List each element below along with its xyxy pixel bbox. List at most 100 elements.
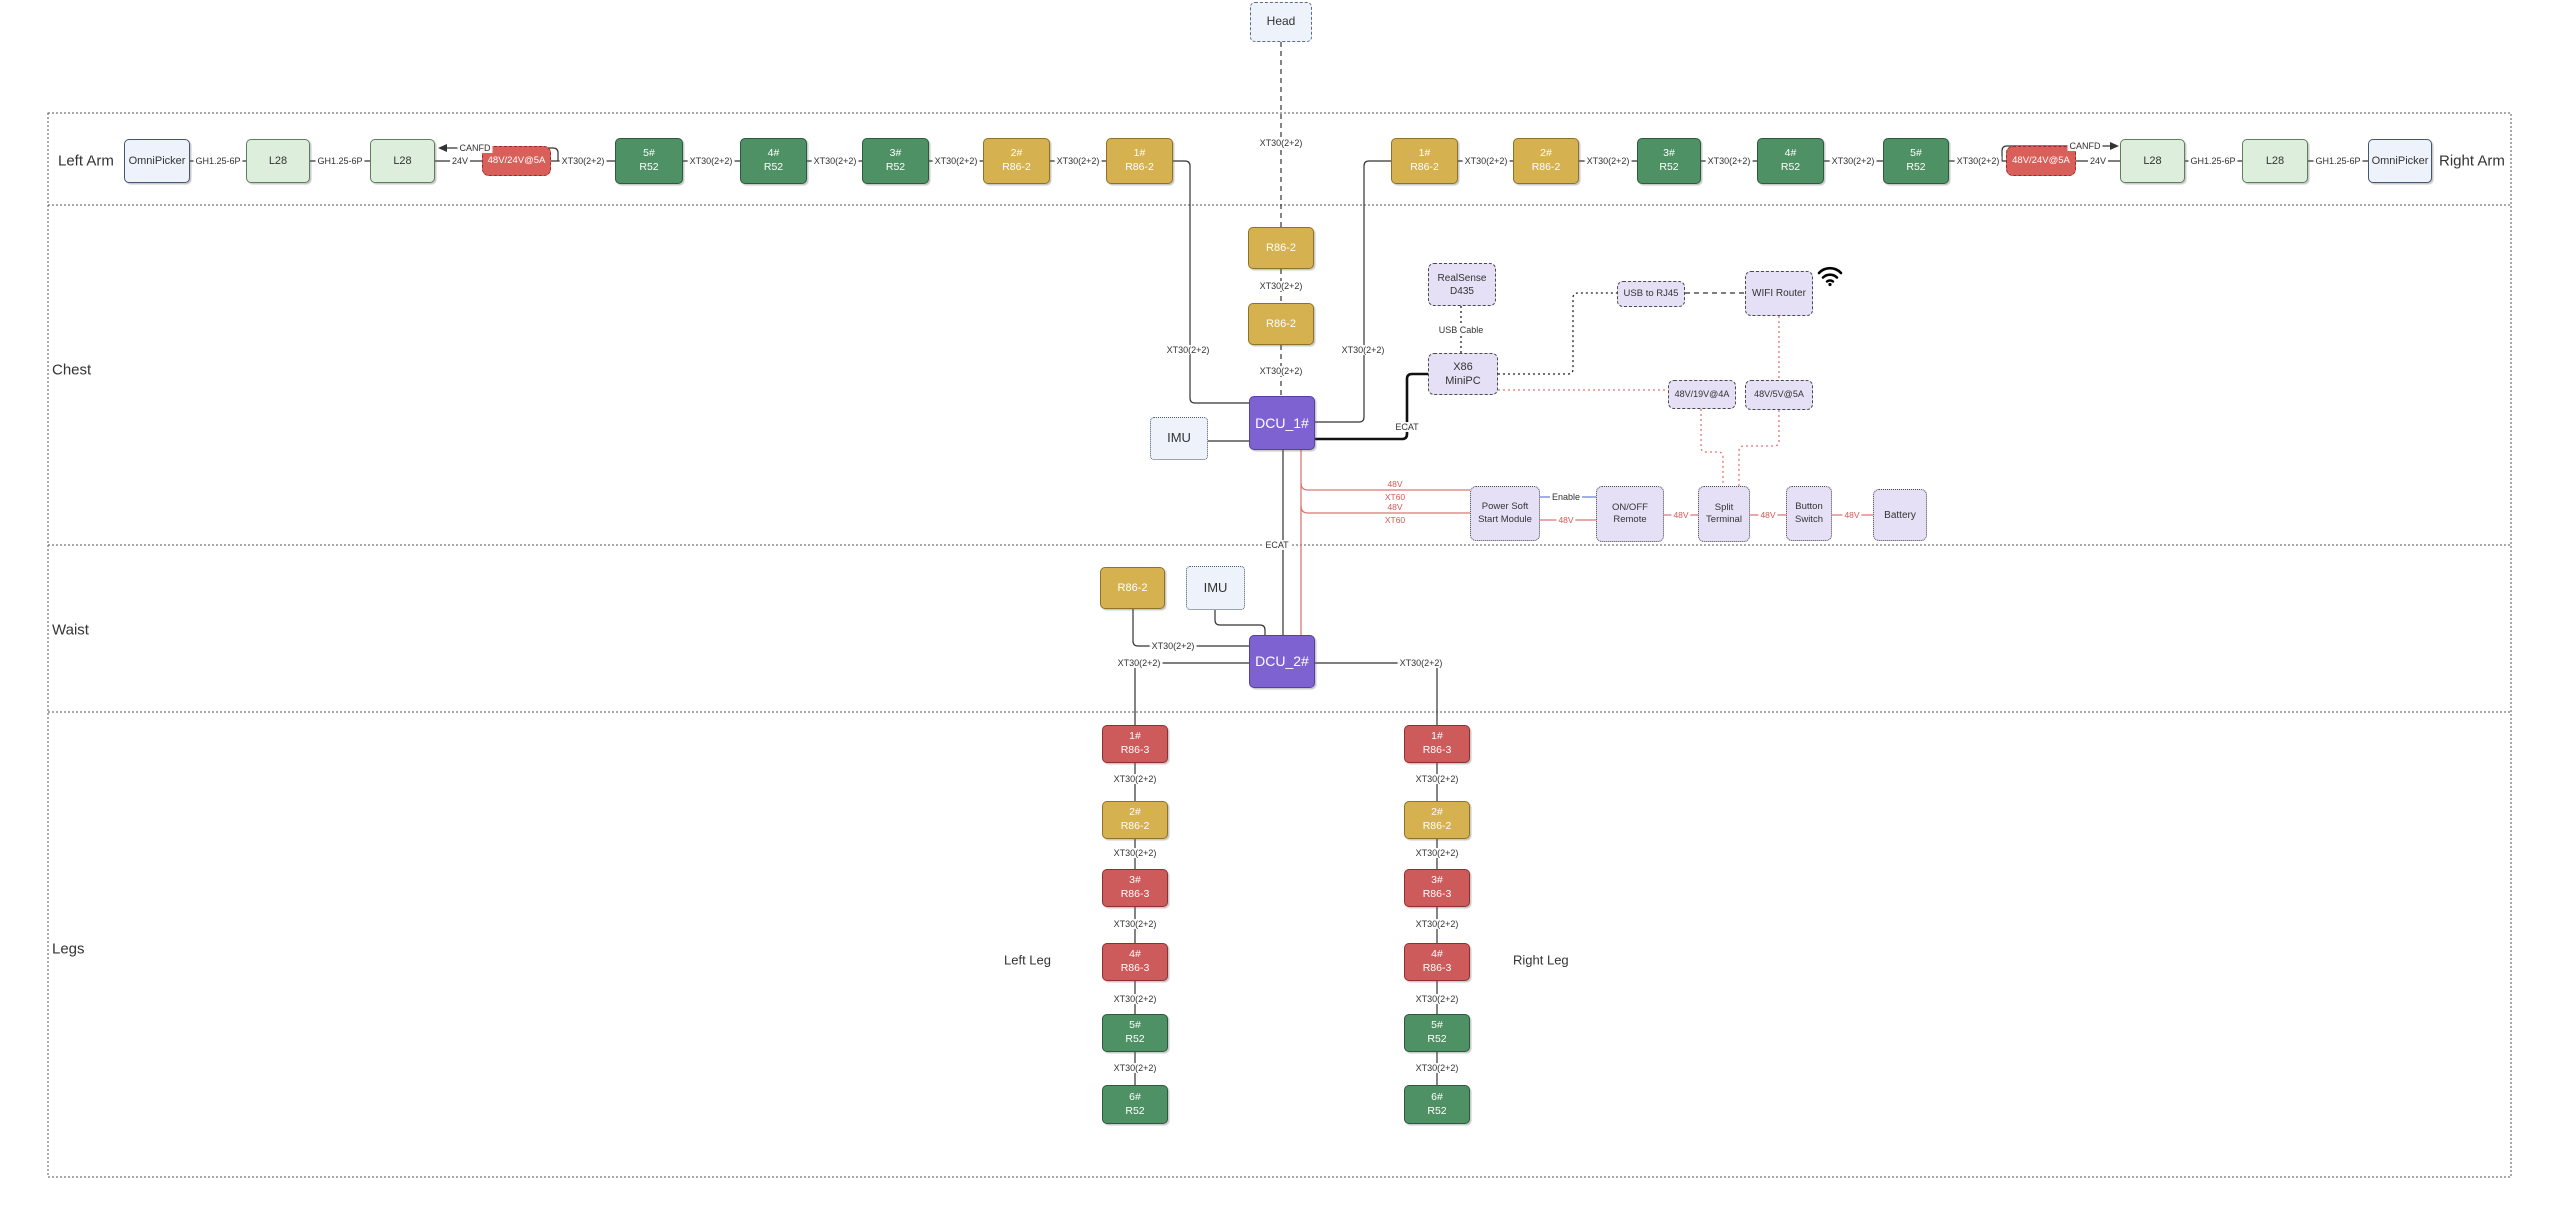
node-left-omnipicker: OmniPicker — [124, 139, 190, 183]
node-split-terminal: Split Terminal — [1698, 486, 1750, 542]
edge-label: XT30(2+2) — [1829, 156, 1877, 166]
edge-label: XT30(2+2) — [1257, 281, 1305, 291]
node-dcu1: DCU_1# — [1249, 396, 1315, 450]
node-left-leg-joint-3: 3# R86-3 — [1102, 869, 1168, 907]
section-label-left-arm: Left Arm — [58, 152, 114, 170]
node-right-leg-joint-5: 5# R52 — [1404, 1014, 1470, 1052]
label-left-leg: Left Leg — [1004, 952, 1051, 968]
edge-label: XT30(2+2) — [1397, 658, 1445, 668]
node-realsense-d435: RealSense D435 — [1428, 263, 1496, 306]
node-conv-48v-5v: 48V/5V@5A — [1745, 380, 1813, 410]
node-right-joint-2: 2# R86-2 — [1513, 138, 1579, 184]
edge-label: XT30(2+2) — [1584, 156, 1632, 166]
node-right-joint-5: 5# R52 — [1883, 138, 1949, 184]
node-left-leg-joint-5: 5# R52 — [1102, 1014, 1168, 1052]
node-left-leg-joint-4: 4# R86-3 — [1102, 943, 1168, 981]
node-left-joint-2: 2# R86-2 — [983, 138, 1050, 184]
right-arm-to-dcu1-line — [1314, 160, 1391, 423]
dcu2-to-left-leg-line — [1134, 662, 1249, 725]
edge-label: XT30(2+2) — [1339, 345, 1387, 355]
edge-label: XT30(2+2) — [1111, 1063, 1159, 1073]
node-battery: Battery — [1873, 489, 1927, 541]
edge-label-48v: 48V — [1758, 510, 1778, 520]
node-left-joint-4: 4# R52 — [740, 138, 807, 184]
edge-label: XT30(2+2) — [1954, 156, 2002, 166]
node-left-l28-2: L28 — [370, 139, 435, 183]
edge-label: XT30(2+2) — [1054, 156, 1102, 166]
dcu1-to-x86-ecat-line — [1314, 372, 1428, 441]
edge-label-xt60: XT60 — [1382, 492, 1408, 502]
node-right-l28-1: L28 — [2120, 139, 2185, 183]
left-canfd-line — [440, 147, 559, 161]
edge-label: XT30(2+2) — [932, 156, 980, 166]
node-left-leg-joint-1: 1# R86-3 — [1102, 725, 1168, 763]
edge-label-canfd-left: CANFD — [457, 143, 493, 153]
node-button-switch: Button Switch — [1786, 486, 1832, 541]
node-chest-imu: IMU — [1150, 417, 1208, 460]
node-right-leg-joint-1: 1# R86-3 — [1404, 725, 1470, 763]
node-chest-r86-2: R86-2 — [1248, 303, 1314, 345]
node-left-l28-1: L28 — [246, 139, 310, 183]
edge-label-48v: 48V — [1385, 502, 1405, 512]
edge-label-enable: Enable — [1549, 492, 1583, 502]
node-waist-imu: IMU — [1186, 566, 1245, 610]
power-feed-branch-2 — [1300, 505, 1470, 514]
node-right-leg-joint-6: 6# R52 — [1404, 1085, 1470, 1124]
node-left-dcdc-48v-24v: 48V/24V@5A — [482, 146, 551, 176]
node-left-joint-3: 3# R52 — [862, 138, 929, 184]
edge-label: XT30(2+2) — [1413, 848, 1461, 858]
edge-label: GH1.25-6P — [2313, 156, 2363, 166]
edge-label-ecat: ECAT — [1393, 422, 1421, 432]
section-borders — [47, 112, 2512, 1178]
node-chest-r86-1: R86-2 — [1248, 227, 1314, 269]
node-right-leg-joint-4: 4# R86-3 — [1404, 943, 1470, 981]
edge-label: XT30(2+2) — [1257, 366, 1305, 376]
dcu2-to-right-leg-line — [1315, 662, 1438, 725]
node-right-joint-3: 3# R52 — [1637, 138, 1701, 184]
node-onoff-remote: ON/OFF Remote — [1596, 486, 1664, 542]
edge-label: XT30(2+2) — [1111, 919, 1159, 929]
node-right-l28-2: L28 — [2242, 139, 2308, 183]
label-right-leg: Right Leg — [1513, 952, 1569, 968]
edge-label: XT30(2+2) — [1462, 156, 1510, 166]
node-waist-r86: R86-2 — [1100, 567, 1165, 609]
left-arm-to-dcu1-line — [1173, 160, 1249, 404]
edge-label: XT30(2+2) — [1111, 774, 1159, 784]
node-dcu2: DCU_2# — [1249, 635, 1315, 688]
edge-label-usb-cable: USB Cable — [1436, 325, 1486, 335]
edge-label: GH1.25-6P — [2188, 156, 2238, 166]
node-right-leg-joint-3: 3# R86-3 — [1404, 869, 1470, 907]
edge-label-48v: 48V — [1842, 510, 1862, 520]
edge-label-canfd-right: CANFD — [2067, 141, 2103, 151]
edge-label-48v: 48V — [1385, 479, 1405, 489]
edge-label: XT30(2+2) — [1115, 658, 1163, 668]
edge-label: XT30(2+2) — [1705, 156, 1753, 166]
edge-label: XT30(2+2) — [1413, 1063, 1461, 1073]
conv5-to-split-line — [1738, 410, 1780, 486]
node-right-leg-joint-2: 2# R86-2 — [1404, 801, 1470, 839]
node-usb-to-rj45: USB to RJ45 — [1617, 281, 1685, 307]
edge-label: XT30(2+2) — [1111, 994, 1159, 1004]
edge-label-head-xt30: XT30(2+2) — [1257, 138, 1305, 148]
edge-label: XT30(2+2) — [1413, 919, 1461, 929]
node-x86-minipc: X86 MiniPC — [1428, 353, 1498, 395]
section-label-waist: Waist — [52, 621, 89, 639]
node-left-joint-1: 1# R86-2 — [1106, 138, 1173, 184]
waist-imu-to-dcu2-line — [1214, 610, 1266, 635]
edge-label-48v: 48V — [1671, 510, 1691, 520]
edge-label: 24V — [2087, 156, 2109, 166]
node-right-dcdc-48v-24v: 48V/24V@5A — [2006, 146, 2076, 176]
x86-to-rj45-line — [1498, 292, 1617, 375]
wifi-icon — [1817, 266, 1843, 287]
node-right-joint-1: 1# R86-2 — [1391, 138, 1458, 184]
right-canfd-line — [2001, 145, 2112, 161]
edge-label-48v: 48V — [1556, 515, 1576, 525]
node-conv-48v-19v: 48V/19V@4A — [1668, 380, 1736, 409]
edge-label: GH1.25-6P — [315, 156, 365, 166]
edge-label: XT30(2+2) — [1164, 345, 1212, 355]
conv19-to-split-line — [1700, 409, 1724, 486]
edge-label: XT30(2+2) — [559, 156, 607, 166]
node-power-soft-start-module: Power Soft Start Module — [1470, 486, 1540, 541]
node-left-leg-joint-2: 2# R86-2 — [1102, 801, 1168, 839]
